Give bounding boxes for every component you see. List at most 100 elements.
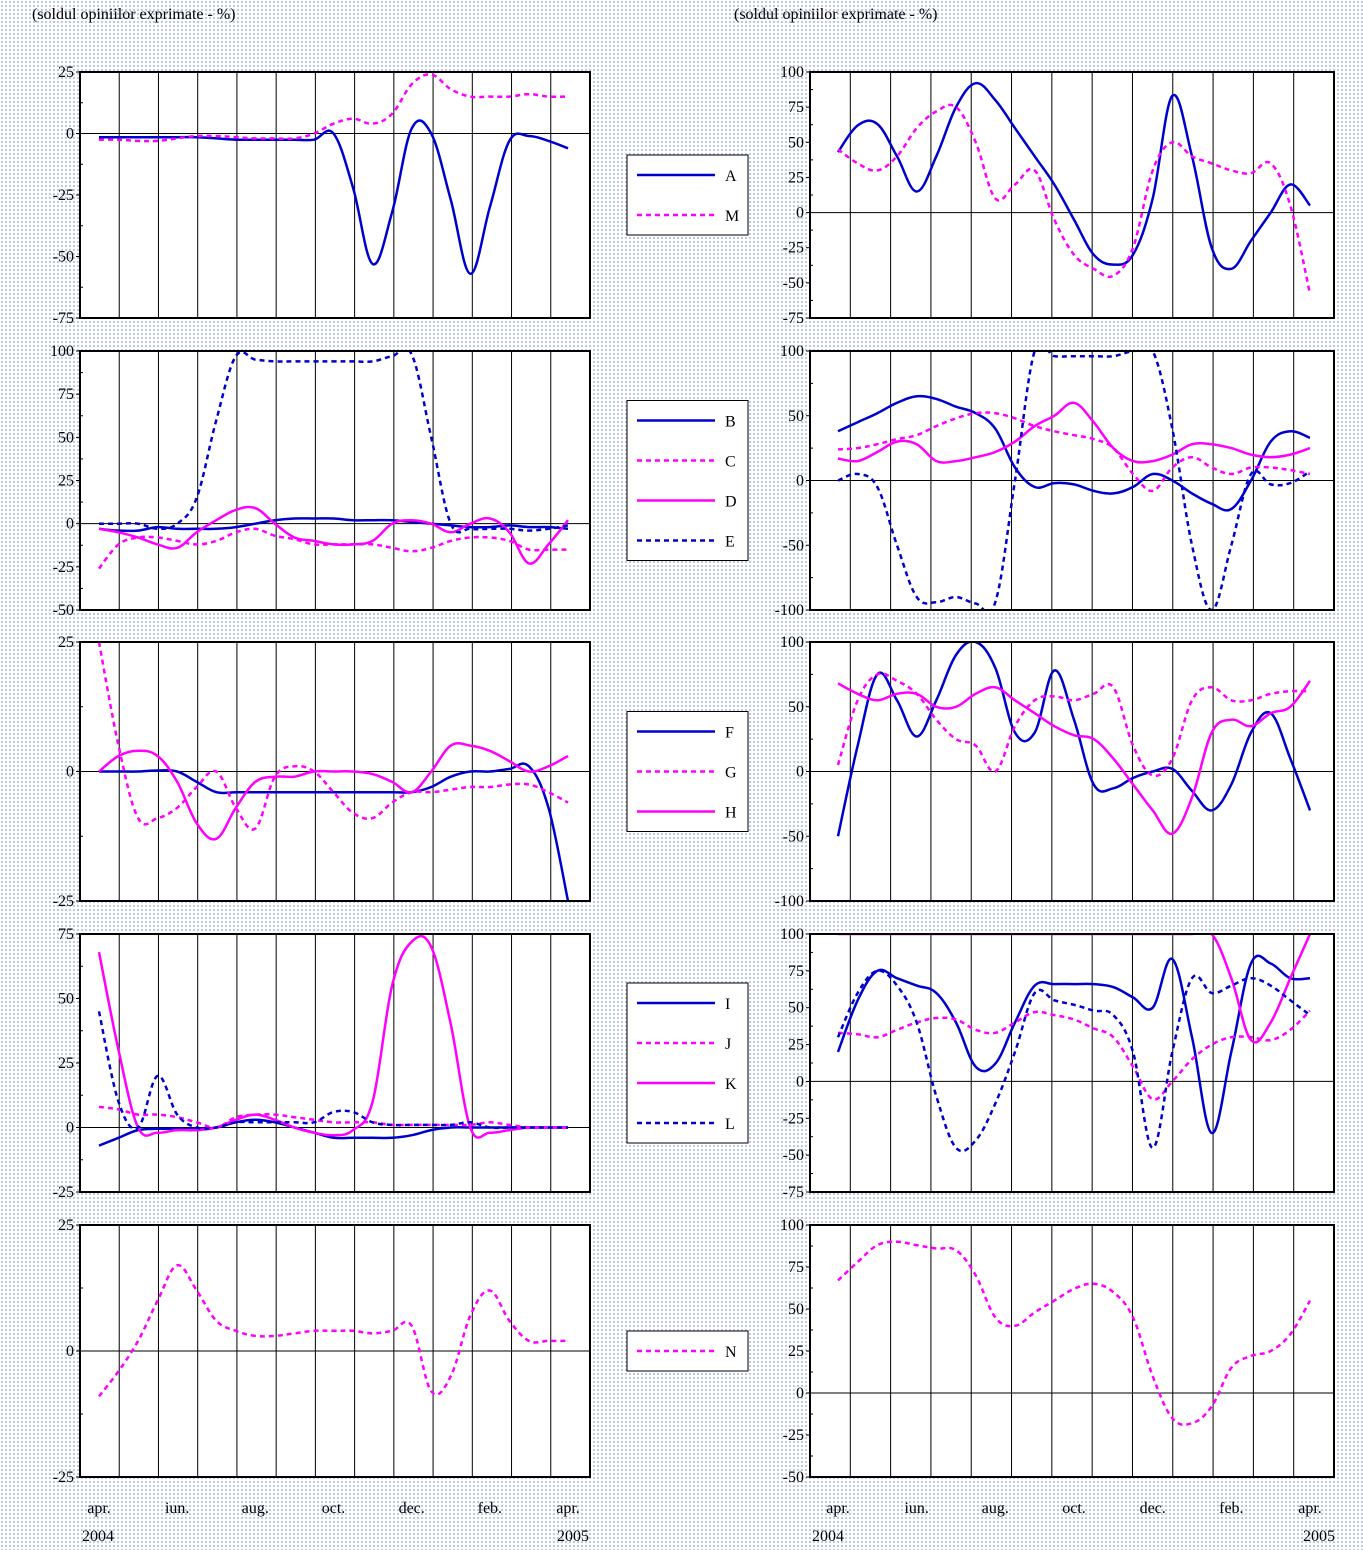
x-tick-label: apr.: [1298, 1500, 1322, 1517]
y-tick-label: -25: [783, 1427, 804, 1444]
x-tick-label: feb.: [478, 1500, 502, 1517]
plot-frame: [809, 71, 1335, 319]
legend-row-0: AM: [626, 154, 749, 236]
y-tick-label: 100: [780, 634, 804, 651]
legend-box: [626, 982, 749, 1144]
y-tick-label: 75: [788, 963, 804, 980]
series-line-N: [837, 1240, 1312, 1427]
x-axis-right: apr. iun. aug. oct. dec. feb. apr. 2004 2005: [812, 1500, 1335, 1545]
series-line-D: [98, 505, 569, 565]
plot-area: [810, 1225, 1334, 1477]
series-line-G: [97, 642, 569, 831]
series-line-A: [836, 81, 1311, 271]
series-line-C: [837, 411, 1311, 493]
plot-frame: [809, 350, 1335, 611]
legend-label-A: A: [725, 168, 737, 185]
series-group: [836, 642, 1312, 837]
series-line-B: [837, 394, 1311, 512]
y-tick-label: -25: [783, 1110, 804, 1127]
series-line-J: [98, 1105, 568, 1129]
y-tick-label: -25: [53, 1469, 74, 1486]
x-year-end: 2005: [557, 1528, 589, 1545]
legend-label-G: G: [725, 765, 737, 782]
legend-row-1: B C D E: [626, 400, 749, 561]
plot-area: [80, 351, 590, 610]
legend-row-2: F G H: [626, 711, 749, 832]
y-tick-label: 50: [788, 699, 804, 716]
y-tick-label: 25: [788, 169, 804, 186]
series-group: [98, 1264, 568, 1398]
legend-row-4: N: [626, 1330, 749, 1372]
x-tick-label: aug.: [982, 1500, 1009, 1517]
series-line-A: [99, 119, 569, 275]
y-tick-label: -25: [53, 893, 74, 910]
plot-frame: [809, 641, 1335, 902]
legend-label-H: H: [725, 805, 737, 822]
y-tick-label: 50: [788, 1301, 804, 1318]
legend-label-N: N: [725, 1344, 737, 1361]
y-tick-label: 25: [58, 473, 74, 490]
y-tick-label: -50: [53, 249, 74, 266]
x-tick-label: apr.: [87, 1500, 111, 1517]
series-line-E: [98, 351, 569, 534]
x-axis-left: apr. iun. aug. oct. dec. feb. apr. 2004 2005: [82, 1500, 589, 1545]
legend-label-D: D: [725, 494, 737, 511]
y-tick-label: 75: [58, 386, 74, 403]
legend-label-E: E: [725, 534, 735, 551]
y-tick-label: -50: [783, 1147, 804, 1164]
y-tick-label: 75: [788, 1259, 804, 1276]
series-line-E: [837, 351, 1311, 610]
chart-left-1: -50 -25 0 25 50 75 100: [50, 343, 591, 619]
x-tick-label: dec.: [1140, 1500, 1166, 1517]
y-tick-label: 0: [796, 205, 804, 222]
y-tick-label: 0: [66, 126, 74, 143]
series-group: [837, 351, 1311, 610]
plot-area: [810, 72, 1334, 318]
y-tick-label: 50: [58, 991, 74, 1008]
plot-frame: [79, 1224, 591, 1478]
y-tick-label: 75: [788, 99, 804, 116]
series-line-F: [98, 762, 570, 901]
y-tick-label: 0: [796, 473, 804, 490]
series-group: [98, 351, 569, 570]
x-tick-label: dec.: [399, 1500, 425, 1517]
plot-frame: [79, 641, 591, 902]
x-tick-label: apr.: [556, 1500, 580, 1517]
legend-box: [626, 400, 749, 561]
chart-right-2: -100 -50 0 50 100: [775, 634, 1335, 910]
y-tick-label: 0: [66, 1343, 74, 1360]
series-line-L: [836, 969, 1311, 1153]
legend-label-K: K: [725, 1076, 737, 1093]
y-tick-label: -25: [783, 240, 804, 257]
chart-right-0: -75 -50 -25 0 25 50 75 100: [780, 64, 1335, 327]
y-tick-label: -75: [783, 310, 804, 327]
chart-left-0: -75 -50 -25 0 25: [53, 64, 591, 327]
x-tick-label: aug.: [242, 1500, 269, 1517]
legend-box: [626, 154, 749, 236]
plot-frame: [809, 933, 1335, 1193]
y-tick-label: -50: [783, 1469, 804, 1486]
y-tick-label: -100: [775, 602, 804, 619]
y-tick-label: 25: [58, 1217, 74, 1234]
series-line-K: [837, 934, 1312, 1044]
series-group: [97, 934, 568, 1147]
y-tick-label: 50: [788, 1000, 804, 1017]
plot-frame: [809, 1224, 1335, 1478]
legend-label-B: B: [725, 414, 736, 431]
series-line-D: [837, 401, 1311, 464]
y-tick-label: 25: [58, 64, 74, 81]
series-group: [98, 73, 569, 275]
y-tick-label: -25: [53, 1184, 74, 1201]
series-line-B: [98, 517, 569, 533]
chart-left-2: -25 0 25: [53, 634, 591, 910]
legend-label-I: I: [725, 996, 730, 1013]
series-line-L: [97, 1011, 568, 1130]
y-tick-label: -50: [783, 275, 804, 292]
plot-frame: [79, 350, 591, 611]
series-line-K: [97, 934, 568, 1139]
x-tick-label: apr.: [826, 1500, 850, 1517]
y-tick-label: 100: [780, 64, 804, 81]
y-tick-label: 100: [50, 343, 74, 360]
right-column-header: (soldul opiniilor exprimate - %): [734, 6, 938, 23]
